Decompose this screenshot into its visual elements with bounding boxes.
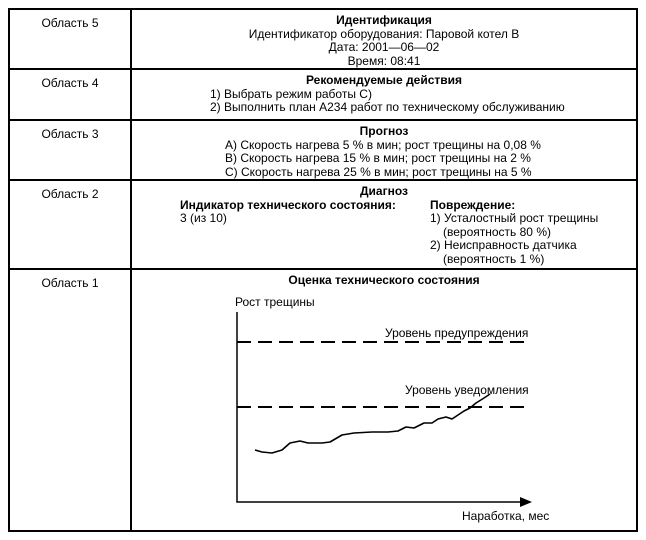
area-label-1: Область 1 — [10, 270, 132, 530]
row-area-1: Область 1 Оценка технического состояния … — [10, 270, 636, 530]
prognosis-line: С) Скорость нагрева 25 % в мин; рост тре… — [225, 164, 532, 179]
damage-line: (вероятность 80 %) — [443, 224, 551, 239]
notification-level-label: Уровень уведомления — [405, 383, 529, 397]
indicator-heading: Индикатор технического состояния: — [180, 197, 396, 212]
crack-growth-trend-chart: Рост трещины Уровень предупреждения Уров… — [235, 295, 549, 523]
row-area-3: Область 3 Прогноз А) Скорость нагрева 5 … — [10, 121, 636, 181]
action-line: 2) Выполнить план А234 работ по техничес… — [210, 100, 565, 114]
damage-line: 2) Неисправность датчика — [430, 238, 577, 252]
area-label-3: Область 3 — [10, 121, 132, 179]
section-title: Идентификация — [336, 13, 432, 27]
date-line: Дата: 2001—06—02 — [328, 40, 440, 54]
crack-growth-curve — [254, 392, 491, 454]
damage-heading: Повреждение: — [430, 197, 516, 212]
recommended-actions-section: Рекомендуемые действия 1) Выбрать режим … — [132, 70, 636, 119]
row-area-5: Область 5 Идентификация Идентификатор об… — [10, 10, 636, 70]
damage-line: 1) Усталостный рост трещины — [430, 211, 599, 225]
damage-line: (вероятность 1 %) — [443, 251, 545, 266]
x-axis-arrow-icon — [520, 496, 532, 507]
condition-evaluation-section: Оценка технического состояния Рост трещи… — [132, 270, 636, 530]
prognosis-line: В) Скорость нагрева 15 % в мин; рост тре… — [225, 151, 531, 165]
row-area-2: Область 2 Диагноз Индикатор технического… — [10, 181, 636, 270]
area-label-4: Область 4 — [10, 70, 132, 119]
time-line: Время: 08:41 — [347, 53, 421, 68]
condition-monitoring-figure: Область 5 Идентификация Идентификатор об… — [8, 8, 638, 532]
prognosis-section: Прогноз А) Скорость нагрева 5 % в мин; р… — [132, 121, 636, 179]
area-label-2: Область 2 — [10, 181, 132, 268]
warning-level-label: Уровень предупреждения — [385, 326, 528, 340]
identification-section: Идентификация Идентификатор оборудования… — [132, 10, 636, 68]
x-axis-label: Наработка, мес — [462, 509, 549, 523]
section-title: Рекомендуемые действия — [305, 73, 463, 87]
section-title: Прогноз — [359, 124, 409, 138]
row-area-4: Область 4 Рекомендуемые действия 1) Выбр… — [10, 70, 636, 121]
damage-block: Повреждение: 1) Усталостный рост трещины… — [430, 197, 636, 267]
action-line: 1) Выбрать режим работы С) — [210, 86, 372, 101]
y-axis-label: Рост трещины — [235, 295, 315, 309]
chart-axes — [236, 311, 522, 503]
section-title: Оценка технического состояния — [288, 273, 480, 287]
prognosis-line: А) Скорость нагрева 5 % в мин; рост трещ… — [225, 137, 541, 152]
condition-indicator-block: Индикатор технического состояния: 3 (из … — [180, 197, 430, 267]
section-title: Диагноз — [360, 184, 408, 198]
indicator-value: 3 (из 10) — [180, 211, 227, 225]
equipment-id-line: Идентификатор оборудования: Паровой коте… — [248, 26, 520, 41]
area-label-5: Область 5 — [10, 10, 132, 68]
diagnosis-section: Диагноз Индикатор технического состояния… — [132, 181, 636, 268]
